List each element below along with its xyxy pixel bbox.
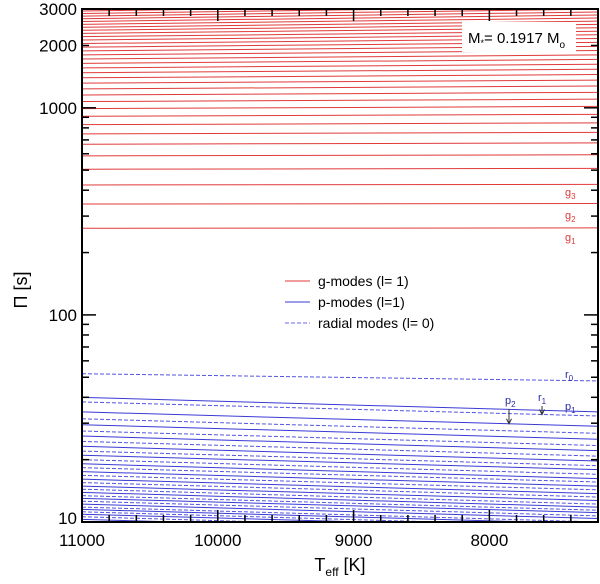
- p-mode-line-7: [82, 464, 598, 479]
- x-axis-label: Teff [K]: [314, 555, 365, 579]
- g-mode-line-14: [82, 80, 598, 83]
- mode-label-r0: r0: [565, 369, 574, 383]
- g-mode-line-8: [82, 123, 598, 125]
- mass-value: = 0.1917 M: [484, 30, 559, 47]
- g-mode-line-13: [82, 86, 598, 89]
- p-mode-line-8: [82, 472, 598, 486]
- x-tick-label: 8000: [470, 531, 508, 550]
- g-mode-line-18: [82, 59, 598, 63]
- y-axis-label: Π [s]: [11, 271, 31, 308]
- mode-label-g1: g1: [565, 232, 576, 246]
- radial-mode-line-9: [82, 475, 598, 489]
- g-mode-line-16: [82, 69, 598, 73]
- mass-sub-sun: o: [559, 40, 565, 51]
- g-mode-line-12: [82, 92, 598, 95]
- p-mode-line-9: [82, 479, 598, 494]
- radial-mode-line-3: [82, 419, 598, 434]
- mass-annotation: M*= 0.1917 Mo: [462, 22, 576, 52]
- mode-label-r1: r1: [538, 392, 547, 406]
- g-mode-line-30: [82, 15, 598, 22]
- g-mode-line-10: [82, 106, 598, 108]
- mode-label-g2: g2: [565, 210, 576, 224]
- x-tick-label: 10000: [194, 531, 241, 550]
- x-tick-label: 11000: [59, 531, 105, 550]
- y-tick-label: 10: [58, 509, 77, 528]
- mass-m: M: [468, 30, 481, 47]
- radial-mode-line-1: [82, 374, 598, 381]
- radial-mode-line-14: [82, 507, 598, 522]
- g-mode-line-3: [82, 184, 598, 185]
- mode-labels: g1 g2 g3 r0 p1 r1 p2: [505, 187, 576, 424]
- g-mode-line-4: [82, 168, 598, 169]
- p-mode-line-12: [82, 498, 598, 512]
- p-mode-line-3: [82, 425, 598, 440]
- g-mode-line-2: [82, 204, 598, 205]
- x-tick-label: 9000: [335, 531, 373, 550]
- y-tick-label: 3000: [39, 0, 77, 19]
- g-mode-line-19: [82, 55, 598, 59]
- g-mode-line-9: [82, 114, 598, 116]
- y-tick-label: 2000: [39, 36, 77, 55]
- legend-label-3: radial modes (l= 0): [318, 315, 434, 331]
- axis-ticks: [82, 9, 598, 522]
- y-tick-label: 100: [49, 306, 77, 325]
- legend: g-modes (l= 1) p-modes (l=1) radial modes …: [285, 273, 434, 331]
- mode-label-p1: p1: [565, 401, 576, 415]
- mode-lines: [82, 4, 598, 539]
- radial-mode-line-7: [82, 460, 598, 475]
- g-mode-line-15: [82, 75, 598, 78]
- mode-label-g3: g3: [565, 187, 576, 201]
- radial-mode-line-8: [82, 468, 598, 482]
- legend-label-1: g-modes (l= 1): [318, 273, 409, 289]
- g-mode-line-7: [82, 132, 598, 134]
- plot-frame: [82, 9, 598, 522]
- p-mode-line-1: [82, 397, 598, 412]
- g-mode-line-6: [82, 143, 598, 144]
- g-mode-line-11: [82, 99, 598, 101]
- g-mode-line-17: [82, 64, 598, 68]
- p-mode-line-6: [82, 455, 598, 469]
- legend-label-2: p-modes (l=1): [318, 294, 405, 310]
- mode-label-p2: p2: [505, 395, 516, 409]
- p-mode-line-10: [82, 486, 598, 500]
- g-mode-line-5: [82, 155, 598, 156]
- y-tick-label: 1000: [39, 99, 77, 118]
